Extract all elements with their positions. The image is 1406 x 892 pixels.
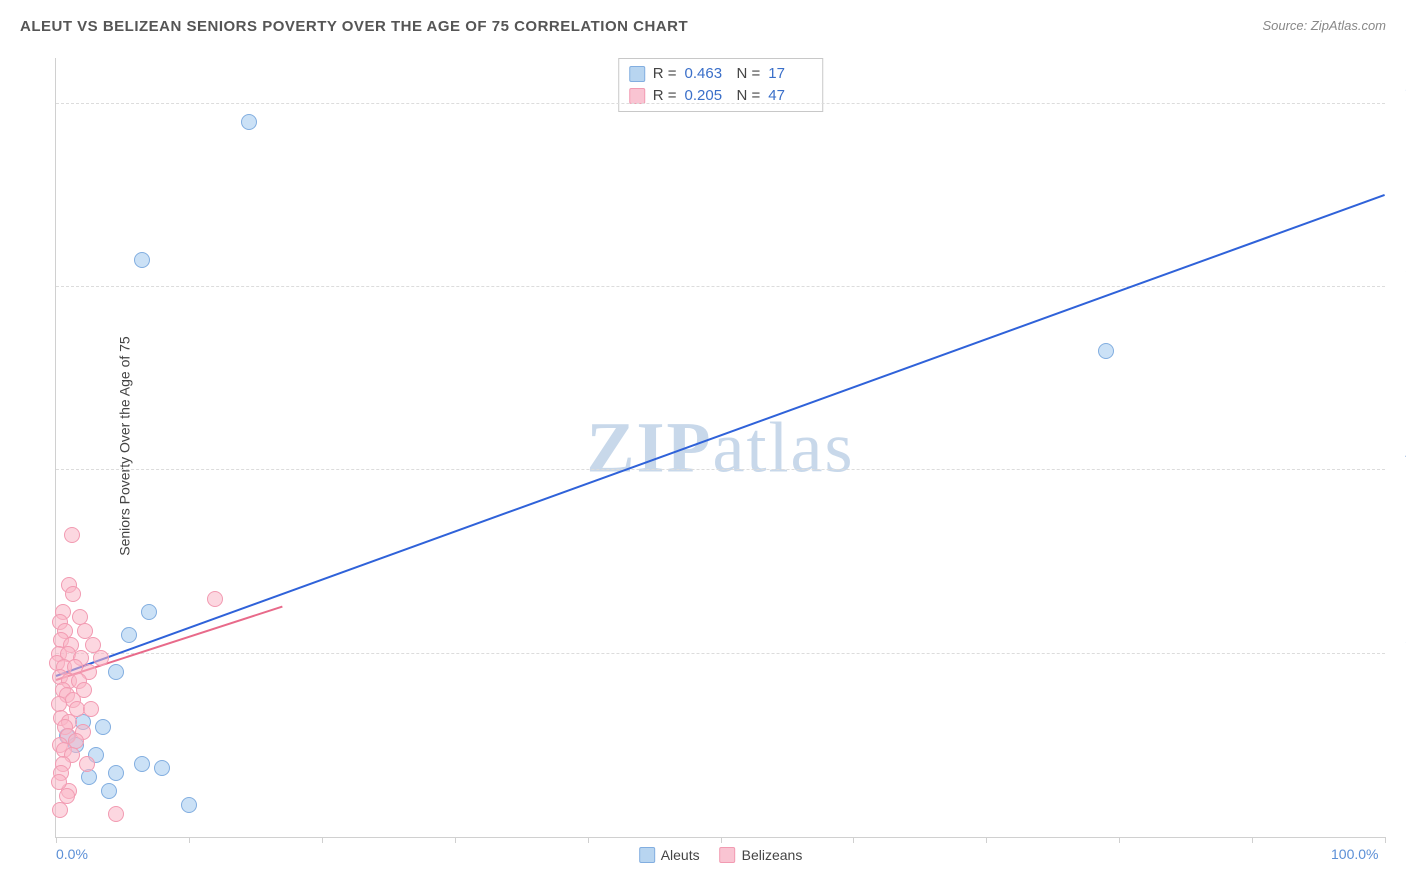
data-point	[108, 765, 124, 781]
data-point	[81, 769, 97, 785]
gridline	[56, 469, 1385, 470]
swatch-icon	[720, 847, 736, 863]
data-point	[241, 114, 257, 130]
legend: Aleuts Belizeans	[639, 847, 803, 863]
stats-row: R = 0.463 N = 17	[629, 63, 813, 85]
x-tick	[853, 837, 854, 843]
data-point	[101, 783, 117, 799]
data-point	[93, 650, 109, 666]
data-point	[181, 797, 197, 813]
chart-header: ALEUT VS BELIZEAN SENIORS POVERTY OVER T…	[20, 18, 1386, 42]
swatch-icon	[629, 66, 645, 82]
data-point	[108, 806, 124, 822]
swatch-icon	[639, 847, 655, 863]
data-point	[95, 719, 111, 735]
r-label: R =	[653, 63, 677, 85]
x-tick	[455, 837, 456, 843]
x-axis-label: 100.0%	[1331, 846, 1378, 862]
legend-item: Belizeans	[720, 847, 803, 863]
data-point	[108, 664, 124, 680]
x-tick	[189, 837, 190, 843]
x-axis-label: 0.0%	[56, 846, 88, 862]
scatter-chart: ZIPatlas R = 0.463 N = 17 R = 0.205 N = …	[55, 58, 1385, 838]
data-point	[52, 802, 68, 818]
data-point	[134, 756, 150, 772]
data-point	[65, 586, 81, 602]
gridline	[56, 653, 1385, 654]
data-point	[134, 252, 150, 268]
trend-line	[56, 194, 1386, 677]
watermark-light: atlas	[713, 407, 855, 487]
data-point	[121, 627, 137, 643]
swatch-icon	[629, 88, 645, 104]
n-label: N =	[737, 63, 761, 85]
watermark: ZIPatlas	[587, 406, 855, 489]
y-tick-label: 20.0%	[1389, 630, 1406, 646]
data-point	[83, 701, 99, 717]
legend-item: Aleuts	[639, 847, 700, 863]
chart-title: ALEUT VS BELIZEAN SENIORS POVERTY OVER T…	[20, 18, 688, 35]
x-tick	[56, 837, 57, 843]
data-point	[207, 591, 223, 607]
x-tick	[1385, 837, 1386, 843]
r-value: 0.463	[685, 63, 729, 85]
x-tick	[721, 837, 722, 843]
data-point	[154, 760, 170, 776]
legend-label: Belizeans	[742, 847, 803, 863]
data-point	[64, 527, 80, 543]
data-point	[141, 604, 157, 620]
y-tick-label: 40.0%	[1389, 446, 1406, 462]
gridline	[56, 103, 1385, 104]
x-tick	[322, 837, 323, 843]
x-tick	[1119, 837, 1120, 843]
y-tick-label: 60.0%	[1389, 263, 1406, 279]
n-value: 17	[768, 63, 812, 85]
x-tick	[588, 837, 589, 843]
data-point	[1098, 343, 1114, 359]
gridline	[56, 286, 1385, 287]
x-tick	[1252, 837, 1253, 843]
legend-label: Aleuts	[661, 847, 700, 863]
y-tick-label: 80.0%	[1389, 80, 1406, 96]
data-point	[79, 756, 95, 772]
source-label: Source: ZipAtlas.com	[1262, 18, 1386, 33]
x-tick	[986, 837, 987, 843]
stats-box: R = 0.463 N = 17 R = 0.205 N = 47	[618, 58, 824, 112]
